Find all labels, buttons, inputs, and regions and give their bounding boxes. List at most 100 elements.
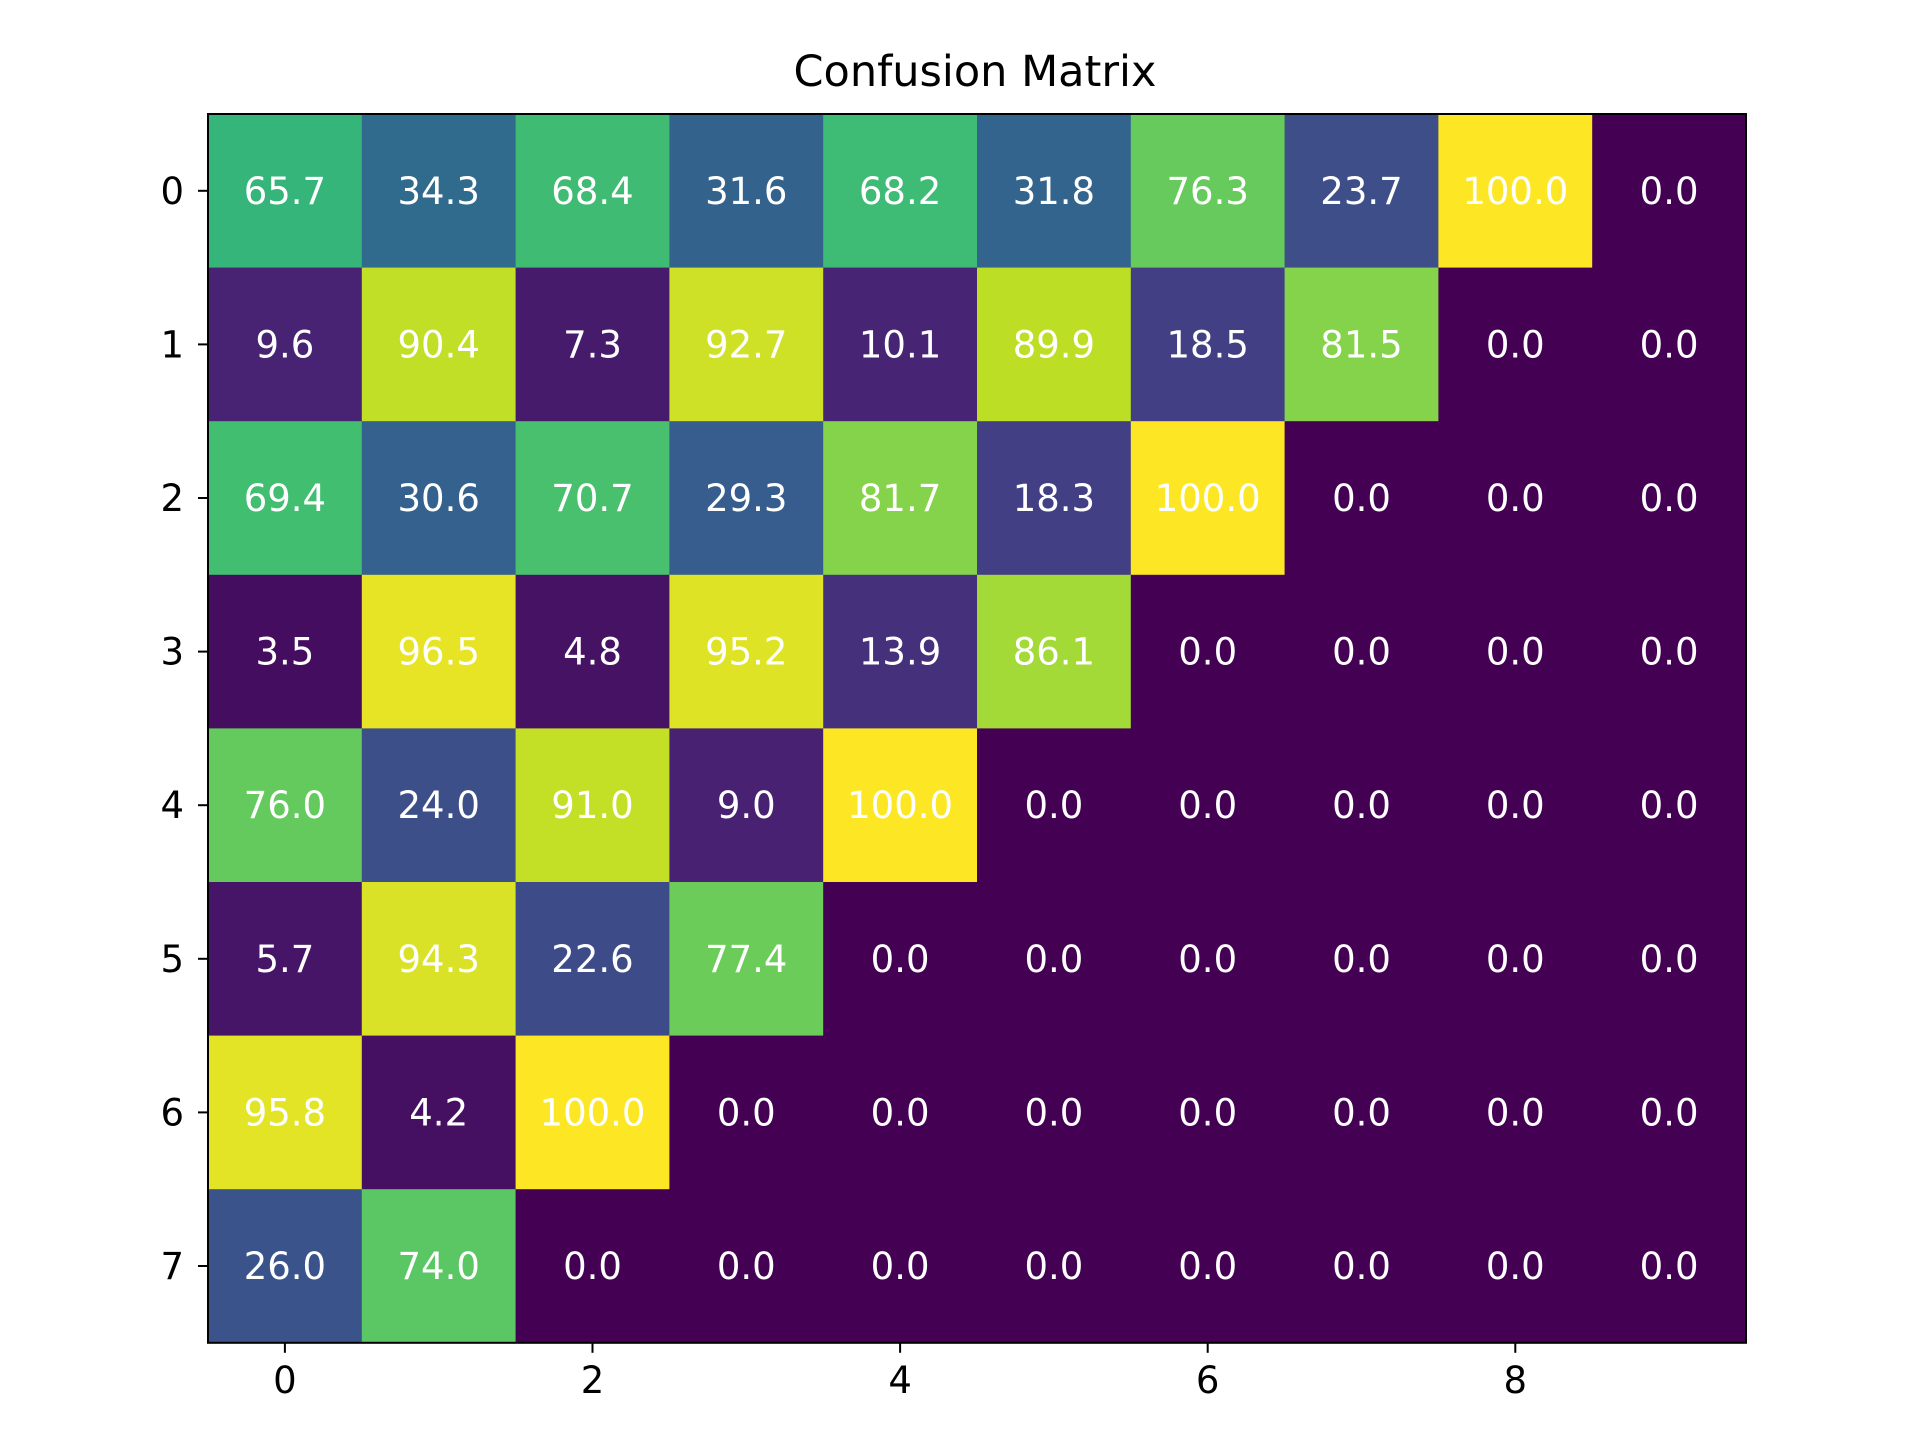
y-tick-label-5: 5: [160, 938, 184, 981]
heatmap-cell-r7-c6: [1130, 1189, 1286, 1344]
cell-value-label-r1-c0: 9.6: [255, 323, 314, 366]
cell-value-label-r1-c2: 7.3: [563, 323, 622, 366]
cell-value-label-r3-c8: 0.0: [1486, 631, 1545, 674]
heatmap-cell-r0-c1: [361, 114, 517, 269]
heatmap-cell-r7-c1: [361, 1189, 517, 1344]
heatmap-cell-r0-c8: [1438, 114, 1593, 269]
y-tick-label-2: 2: [160, 477, 184, 520]
cell-value-label-r0-c4: 68.2: [859, 170, 941, 213]
heatmap-cell-r3-c6: [1130, 574, 1286, 729]
heatmap-cell-r5-c1: [361, 882, 517, 1037]
heatmap-cell-r1-c4: [823, 267, 978, 422]
cell-value-label-r5-c1: 94.3: [398, 938, 480, 981]
heatmap-cell-r3-c9: [1592, 574, 1747, 729]
heatmap-cell-r6-c6: [1130, 1035, 1286, 1190]
cell-value-label-r3-c0: 3.5: [255, 631, 314, 674]
cell-value-label-r2-c6: 100.0: [1155, 477, 1261, 520]
heatmap-cell-r5-c4: [823, 882, 978, 1037]
cell-value-label-r3-c5: 86.1: [1013, 631, 1095, 674]
chart-title: Confusion Matrix: [794, 47, 1157, 97]
heatmap-cell-r0-c3: [669, 114, 824, 269]
cell-value-label-r5-c4: 0.0: [871, 938, 930, 981]
x-tick-label-0: 0: [273, 1359, 297, 1402]
heatmap-cell-r6-c4: [823, 1035, 978, 1190]
cell-value-label-r5-c0: 5.7: [255, 938, 314, 981]
cell-value-label-r6-c3: 0.0: [717, 1091, 776, 1134]
cell-value-label-r7-c5: 0.0: [1024, 1245, 1083, 1288]
cell-value-label-r1-c4: 10.1: [859, 323, 941, 366]
cell-value-label-r7-c7: 0.0: [1332, 1245, 1391, 1288]
cell-value-label-r3-c2: 4.8: [563, 631, 622, 674]
heatmap-cell-r0-c4: [823, 114, 978, 269]
cell-value-label-r1-c8: 0.0: [1486, 323, 1545, 366]
heatmap-cell-r6-c9: [1592, 1035, 1747, 1190]
heatmap-cell-r1-c5: [977, 267, 1132, 422]
heatmap-cell-r2-c6: [1130, 421, 1286, 576]
heatmap-cell-r0-c0: [208, 114, 363, 269]
heatmap-cell-r6-c2: [515, 1035, 670, 1190]
cell-value-label-r6-c7: 0.0: [1332, 1091, 1391, 1134]
heatmap-cell-r3-c8: [1438, 574, 1593, 729]
heatmap-cell-r4-c6: [1130, 728, 1286, 883]
cell-value-label-r6-c4: 0.0: [871, 1091, 930, 1134]
cell-value-label-r1-c9: 0.0: [1640, 323, 1699, 366]
heatmap-cell-r4-c8: [1438, 728, 1593, 883]
x-tick-label-4: 4: [888, 1359, 912, 1402]
heatmap-cell-r3-c1: [361, 574, 517, 729]
cell-value-label-r5-c7: 0.0: [1332, 938, 1391, 981]
heatmap-cell-r5-c9: [1592, 882, 1747, 1037]
heatmap-cell-r4-c4: [823, 728, 978, 883]
heatmap-cell-r7-c5: [977, 1189, 1132, 1344]
cell-value-label-r6-c9: 0.0: [1640, 1091, 1699, 1134]
heatmap-cell-r7-c2: [515, 1189, 670, 1344]
cell-value-label-r6-c8: 0.0: [1486, 1091, 1545, 1134]
heatmap-cell-r5-c7: [1284, 882, 1439, 1037]
cell-value-label-r2-c9: 0.0: [1640, 477, 1699, 520]
cell-value-label-r7-c4: 0.0: [871, 1245, 930, 1288]
y-tick-label-7: 7: [160, 1245, 184, 1288]
cell-value-label-r6-c0: 95.8: [244, 1091, 326, 1134]
heatmap-cell-r7-c3: [669, 1189, 824, 1344]
cell-value-label-r1-c3: 92.7: [705, 323, 787, 366]
heatmap-cell-r0-c2: [515, 114, 670, 269]
heatmap-cell-r6-c5: [977, 1035, 1132, 1190]
heatmap-cells: [208, 114, 1747, 1344]
heatmap-cell-r2-c5: [977, 421, 1132, 576]
heatmap-cell-r0-c6: [1130, 114, 1286, 269]
cell-value-label-r0-c7: 23.7: [1320, 170, 1402, 213]
y-tick-label-6: 6: [160, 1091, 184, 1134]
y-axis: 0 1 2 3 4 5 6 7: [160, 170, 208, 1288]
cell-value-label-r4-c2: 91.0: [551, 784, 633, 827]
heatmap-cell-r2-c0: [208, 421, 363, 576]
heatmap-cell-r4-c2: [515, 728, 670, 883]
cell-value-label-r7-c0: 26.0: [244, 1245, 326, 1288]
heatmap-cell-r6-c3: [669, 1035, 824, 1190]
cell-value-label-r1-c7: 81.5: [1320, 323, 1402, 366]
heatmap-cell-r6-c0: [208, 1035, 363, 1190]
heatmap-cell-r1-c9: [1592, 267, 1747, 422]
cell-value-label-r4-c6: 0.0: [1178, 784, 1237, 827]
cell-value-label-r3-c7: 0.0: [1332, 631, 1391, 674]
cell-value-label-r2-c4: 81.7: [859, 477, 941, 520]
heatmap-cell-r5-c2: [515, 882, 670, 1037]
cell-value-label-r3-c3: 95.2: [705, 631, 787, 674]
heatmap-cell-r1-c0: [208, 267, 363, 422]
x-tick-label-6: 6: [1196, 1359, 1220, 1402]
cell-value-label-r2-c0: 69.4: [244, 477, 326, 520]
heatmap-cell-r3-c7: [1284, 574, 1439, 729]
x-axis: 0 2 4 6 8: [273, 1342, 1527, 1402]
cell-value-label-r0-c1: 34.3: [398, 170, 480, 213]
heatmap-cell-r2-c1: [361, 421, 517, 576]
heatmap-cell-r4-c9: [1592, 728, 1747, 883]
cell-value-label-r4-c1: 24.0: [398, 784, 480, 827]
heatmap-cell-r4-c1: [361, 728, 517, 883]
heatmap-cell-r5-c3: [669, 882, 824, 1037]
cell-value-label-r0-c9: 0.0: [1640, 170, 1699, 213]
heatmap-cell-r2-c8: [1438, 421, 1593, 576]
y-tick-label-3: 3: [160, 631, 184, 674]
heatmap-cell-r1-c7: [1284, 267, 1439, 422]
cell-value-label-r6-c2: 100.0: [540, 1091, 646, 1134]
plot-frame: [207, 113, 1747, 1344]
cell-value-label-r4-c0: 76.0: [244, 784, 326, 827]
cell-value-label-r5-c3: 77.4: [705, 938, 787, 981]
